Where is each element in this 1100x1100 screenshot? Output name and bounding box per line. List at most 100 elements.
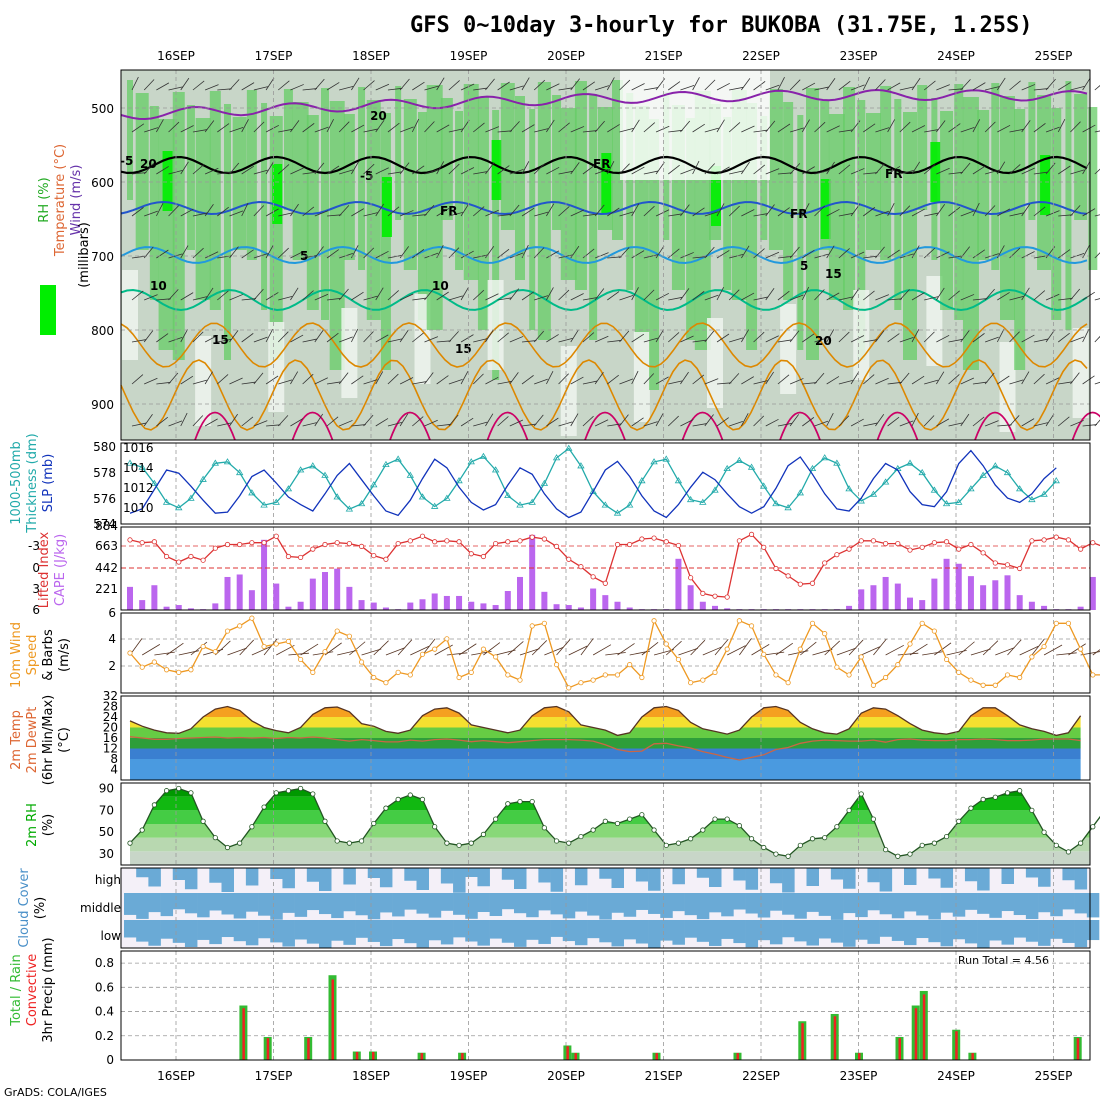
wind-barb — [741, 376, 754, 385]
wind-barb — [363, 212, 378, 217]
wind-barb — [863, 207, 876, 217]
wind10m-speed-point — [151, 659, 157, 665]
thickness-point — [516, 501, 524, 508]
lifted-index-point — [273, 533, 279, 539]
cloud-cover-bar — [1025, 893, 1039, 920]
wind-barb — [826, 292, 840, 301]
wind-barb — [558, 421, 573, 427]
wind-barb — [728, 289, 740, 301]
cape-bar — [358, 600, 365, 610]
rh2m-frame — [120, 782, 1091, 866]
wind-barb — [326, 332, 339, 343]
rh-band-saturated — [381, 177, 392, 237]
wind-barb — [814, 170, 829, 175]
wind-barb — [789, 330, 800, 343]
wind-barb — [144, 210, 158, 217]
lifted-index-point — [943, 539, 950, 545]
wind-barb — [302, 88, 318, 91]
wind-barb — [1045, 293, 1060, 301]
wind-barb — [241, 298, 257, 301]
cloud-cover-bar — [1038, 893, 1051, 913]
cloud-cover-bar — [1086, 920, 1100, 941]
wind-barb — [692, 207, 705, 217]
top-date-label: 17SEP — [255, 49, 293, 63]
cape-bar — [931, 578, 938, 610]
li-tick-label: 3 — [32, 582, 40, 596]
wind-barb — [948, 88, 963, 91]
rh2m-point — [237, 840, 243, 846]
wind-barb — [485, 329, 494, 343]
cloud-cover-bar — [721, 920, 734, 939]
wind-barb — [509, 168, 524, 175]
wind-barb — [875, 377, 889, 385]
cape-bar — [261, 539, 268, 610]
wind-barb — [204, 84, 219, 91]
wind-barb — [472, 122, 485, 133]
rh-band — [626, 93, 634, 290]
wind-barb — [1058, 82, 1071, 91]
wind10m-barb — [519, 648, 540, 656]
wind10m-speed-point — [578, 680, 584, 686]
lifted-index-point — [639, 536, 645, 542]
wind-barb — [850, 168, 865, 175]
rh2m-point — [980, 796, 986, 803]
wind-barb — [266, 424, 281, 427]
wind-barb — [997, 424, 1012, 427]
rh2m-point — [249, 824, 255, 830]
wind-barb — [375, 418, 389, 427]
cape-bar — [602, 595, 609, 610]
cloud-cover-bar — [209, 920, 222, 945]
wind-barb — [814, 86, 829, 91]
cloud-cover-bar — [209, 893, 222, 911]
cloud-cover-bar — [1013, 893, 1027, 916]
rh-band — [515, 96, 525, 280]
cloud-cover-bar — [806, 920, 819, 946]
cape-bar — [614, 601, 621, 610]
wind-barb — [387, 373, 399, 385]
cloud-cover-bar — [550, 920, 564, 937]
cloud-cover-bar — [635, 920, 649, 944]
wind-barb — [570, 376, 584, 385]
thickness-point — [272, 498, 280, 505]
cloud-cover-bar — [197, 893, 210, 918]
wind10m-speed-point — [724, 646, 730, 652]
wind-barb — [655, 292, 670, 301]
wind-barb — [996, 161, 1006, 175]
wind-barb — [339, 420, 353, 427]
rh2m-point — [383, 805, 389, 811]
rh2m-point — [968, 805, 974, 811]
rh2m-point — [1053, 842, 1059, 848]
wind-barb — [168, 336, 183, 343]
wind10m-barb — [775, 642, 794, 656]
wind10m-speed-point — [700, 677, 706, 683]
cloud-cover-bar — [916, 893, 929, 916]
wind-barb — [338, 288, 349, 301]
wind-barb — [594, 204, 605, 217]
cloud-cover-bar — [319, 920, 332, 948]
rh2m-point — [541, 825, 547, 831]
wind-barb — [278, 379, 293, 385]
pressure-tick-label: 700 — [91, 250, 114, 264]
lifted-index-point — [688, 575, 694, 581]
thickness-point — [650, 458, 658, 465]
cape-bar — [443, 595, 450, 610]
cape-bar — [1041, 605, 1048, 610]
rh-band — [1000, 96, 1015, 320]
rh-band — [209, 91, 221, 310]
cloud-cover-bar — [367, 893, 381, 920]
cloud-cover-bar — [1050, 893, 1063, 917]
wind-barb — [1009, 331, 1020, 343]
wind-barb — [290, 418, 304, 427]
wind-barb — [607, 124, 620, 133]
wind10m-barb — [897, 652, 919, 656]
isotherm-label: FR — [885, 167, 902, 181]
wind-barb — [899, 86, 914, 91]
wind-barb — [680, 204, 690, 217]
rh2m-point — [700, 827, 706, 833]
cloud-cover-bar — [221, 868, 234, 892]
rh-band — [477, 97, 489, 330]
wind10m-speed-point — [1090, 672, 1096, 678]
wind10m-barb — [909, 643, 928, 656]
cloud-cover-bar — [964, 893, 978, 910]
rh-band — [195, 118, 211, 300]
